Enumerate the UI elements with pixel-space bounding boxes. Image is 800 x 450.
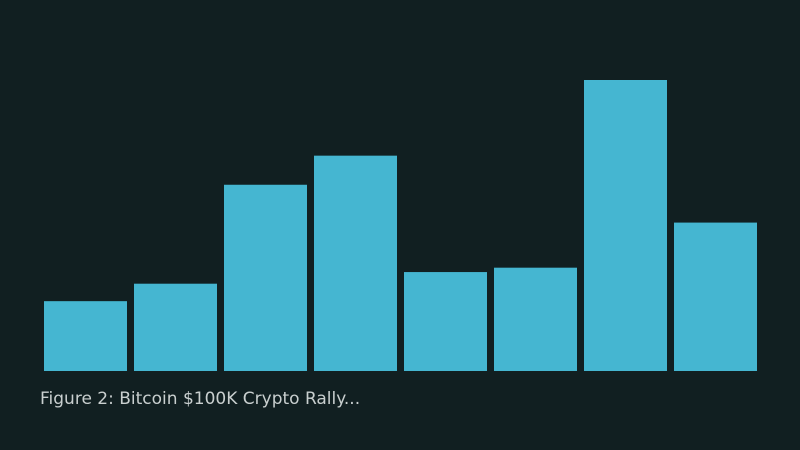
bar-8: [674, 222, 757, 371]
bar-6: [494, 267, 577, 371]
bar-3: [224, 184, 307, 371]
bar-1: [44, 301, 127, 371]
bar-2: [134, 283, 217, 371]
bar-series: [44, 80, 757, 371]
bar-7: [584, 80, 667, 371]
bar-4: [314, 155, 397, 371]
figure-caption: Figure 2: Bitcoin $100K Crypto Rally...: [40, 389, 361, 409]
bar-5: [404, 272, 487, 371]
